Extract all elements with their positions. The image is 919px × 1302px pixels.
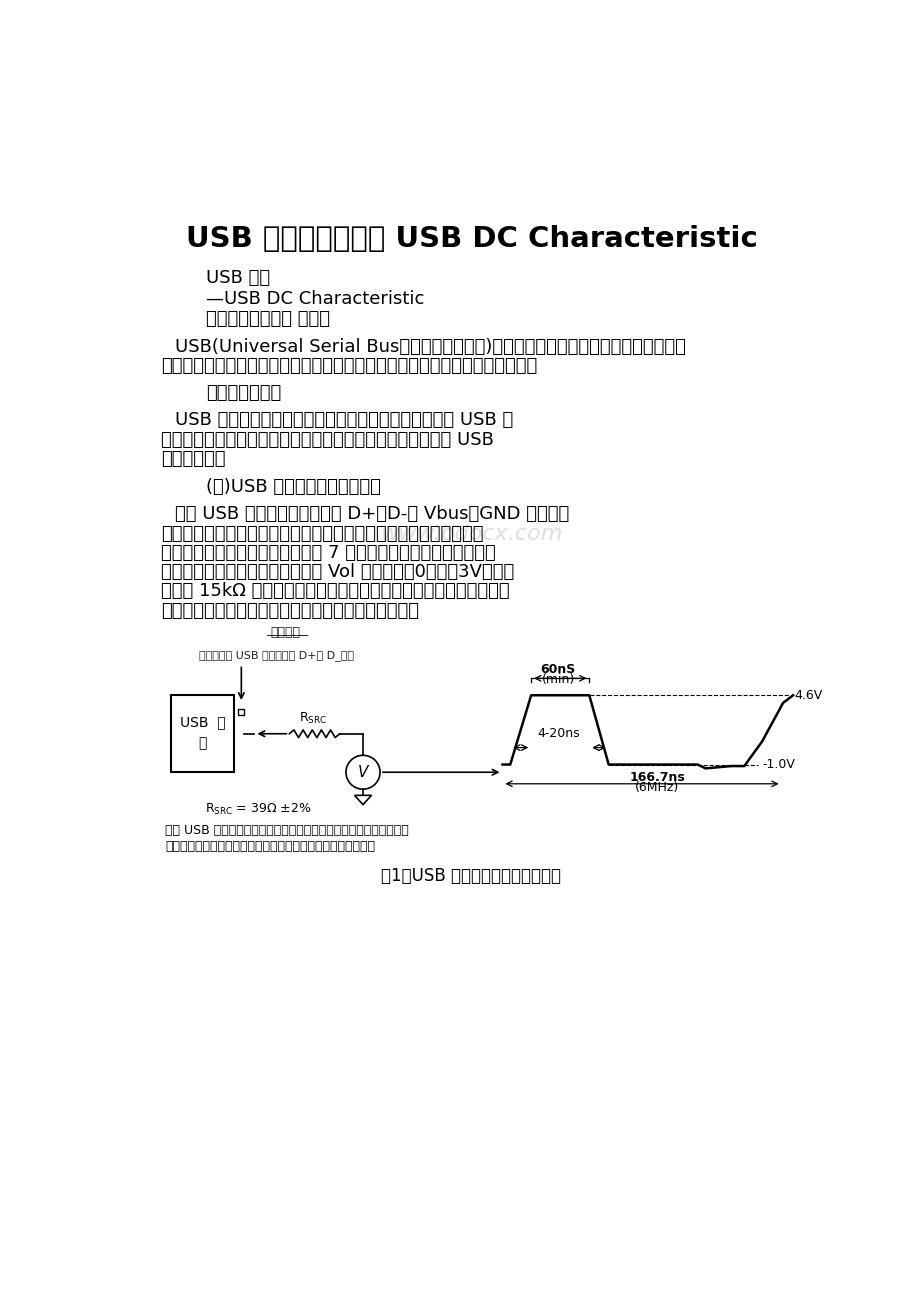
Text: USB 通常使用一种差分的输出驱动器来控制数据信号在 USB 电: USB 通常使用一种差分的输出驱动器来控制数据信号在 USB 电 — [176, 411, 513, 430]
Text: 设备的特性。: 设备的特性。 — [162, 450, 226, 467]
Polygon shape — [354, 796, 371, 805]
Text: 设置估价: 设置估价 — [270, 625, 301, 638]
Text: 南京大学计算机系 周玉军: 南京大学计算机系 周玉军 — [206, 310, 330, 328]
Text: 166.7ns: 166.7ns — [629, 771, 685, 784]
Text: V: V — [357, 764, 368, 780]
Text: 有一个 15kΩ 的接地负载。处于差分的高态和低态之间的输出电压变: 有一个 15kΩ 的接地负载。处于差分的高态和低态之间的输出电压变 — [162, 582, 509, 600]
Text: 图1　USB 信号发送的最大输出波形: 图1 USB 信号发送的最大输出波形 — [381, 867, 561, 885]
Text: 使用过程中被损坏。它有两种工作 7 状态，即低态和高态。在低态时: 使用过程中被损坏。它有两种工作 7 状态，即低态和高态。在低态时 — [162, 544, 495, 561]
Text: ，驱动器的静态输出端的工作电压 Vol 变动范围为0～０．3V，且接: ，驱动器的静态输出端的工作电压 Vol 变动范围为0～０．3V，且接 — [162, 562, 515, 581]
Text: 由于 USB 设备上的输入保护设备可能互相排斥，因此当观察数据的输: 由于 USB 设备上的输入保护设备可能互相排斥，因此当观察数据的输 — [165, 824, 409, 837]
Text: USB(Universal Serial Bus，即通用串行总线)的电气特性主要是对信号的发送及电压分: USB(Universal Serial Bus，即通用串行总线)的电气特性主要… — [176, 339, 686, 357]
Text: 60nS: 60nS — [540, 663, 575, 676]
Text: 靠近设备的 USB 连接器上的 D+或 D_插口: 靠近设备的 USB 连接器上的 D+或 D_插口 — [199, 650, 353, 660]
Text: 据线构成的简短连续电路，并要求连接器上有电缆屏蔽，以免设备在: 据线构成的简短连续电路，并要求连接器上有电缆屏蔽，以免设备在 — [162, 525, 483, 543]
Text: 一个 USB 设备端的连接器是由 D+、D-及 Vbus，GND 和其它数: 一个 USB 设备端的连接器是由 D+、D-及 Vbus，GND 和其它数 — [176, 505, 569, 523]
Text: (6MHz): (6MHz) — [635, 781, 679, 794]
Text: www.bdocx.com: www.bdocx.com — [380, 523, 562, 543]
Text: 4-20ns: 4-20ns — [537, 728, 579, 741]
Text: USB 技术: USB 技术 — [206, 270, 270, 286]
Text: 缆上的发送，在了解具体的信号发送之前，我们先来谈谈有关 USB: 缆上的发送，在了解具体的信号发送之前，我们先来谈谈有关 USB — [162, 431, 494, 449]
Text: (一)USB 驱动器的特性及其使用: (一)USB 驱动器的特性及其使用 — [206, 478, 380, 496]
Text: 4.6V: 4.6V — [794, 689, 822, 702]
Text: USB 基础教程第六章 USB DC Characteristic: USB 基础教程第六章 USB DC Characteristic — [186, 225, 756, 254]
Text: 动应尽量保持平衡，以能很好地减小信号的扭曲变形。: 动应尽量保持平衡，以能很好地减小信号的扭曲变形。 — [162, 602, 419, 620]
Text: 入端口时，可能发现由电压生成器产生的信号波形可能会变形。: 入端口时，可能发现由电压生成器产生的信号波形可能会变形。 — [165, 840, 375, 853]
Text: R$_{\rm SRC}$: R$_{\rm SRC}$ — [299, 711, 326, 727]
Text: 一、信号的发送: 一、信号的发送 — [206, 384, 281, 402]
Text: 布情况的描述。下面我们将分别对其进行详细介绍，首先来看看其信号的发送。: 布情况的描述。下面我们将分别对其进行详细介绍，首先来看看其信号的发送。 — [162, 358, 538, 375]
Text: R$_{\rm SRC}$ = 39$\Omega$ $\pm$2%: R$_{\rm SRC}$ = 39$\Omega$ $\pm$2% — [205, 802, 312, 816]
Text: -1.0V: -1.0V — [761, 758, 794, 771]
Circle shape — [346, 755, 380, 789]
Text: USB  设: USB 设 — [179, 715, 225, 729]
Text: —USB DC Characteristic: —USB DC Characteristic — [206, 289, 425, 307]
FancyBboxPatch shape — [238, 710, 244, 715]
Text: (min): (min) — [541, 673, 574, 686]
FancyBboxPatch shape — [171, 695, 234, 772]
Text: 备: 备 — [199, 736, 207, 750]
